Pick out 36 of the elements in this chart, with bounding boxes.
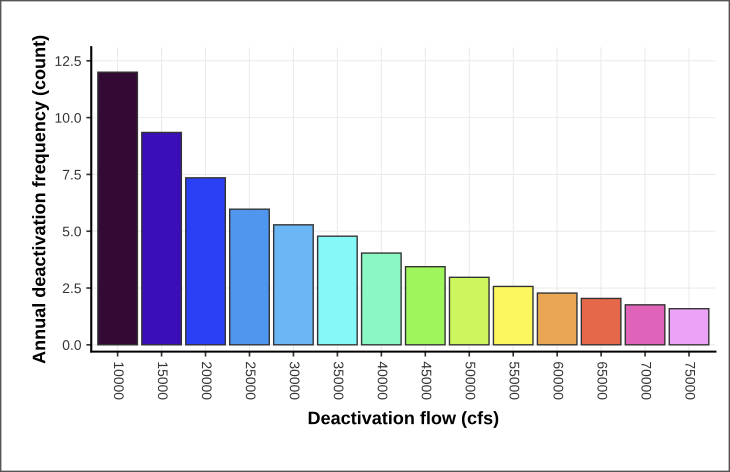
- bar: [448, 276, 490, 346]
- bar: [97, 71, 138, 346]
- x-tick-label: 10000: [114, 362, 124, 400]
- x-tick-label: 35000: [334, 362, 344, 400]
- y-tick-label: 10.0: [56, 112, 81, 123]
- x-tick-label: 75000: [685, 362, 696, 400]
- bar: [141, 132, 182, 346]
- y-axis-title: Annual deactivation frequency (count): [32, 36, 49, 364]
- bar: [668, 308, 710, 346]
- bar: [536, 292, 578, 346]
- bar: [624, 304, 666, 346]
- y-tick-label: 12.5: [56, 56, 81, 66]
- x-tick-label: 25000: [246, 362, 256, 400]
- x-tick-label: 65000: [597, 362, 608, 400]
- y-tick-label: 7.5: [62, 170, 81, 180]
- bar: [404, 266, 446, 346]
- bar: [316, 236, 358, 346]
- x-tick-label: 55000: [509, 362, 520, 400]
- y-tick-label: 2.5: [62, 283, 81, 294]
- x-tick-label: 50000: [466, 362, 476, 400]
- x-tick-label: 20000: [202, 362, 212, 400]
- x-tick-label: 60000: [553, 362, 564, 400]
- x-tick-label: 15000: [158, 362, 168, 400]
- bar: [185, 177, 226, 346]
- x-axis-title: Deactivation flow (cfs): [308, 411, 498, 428]
- bar: [492, 286, 534, 346]
- bar: [229, 208, 270, 346]
- x-tick-label: 70000: [641, 362, 652, 400]
- bar: [580, 298, 622, 346]
- y-tick-label: 0.0: [62, 340, 81, 350]
- x-tick-label: 30000: [290, 362, 300, 400]
- bar: [360, 252, 402, 346]
- y-tick-label: 5.0: [62, 226, 81, 236]
- bar: [272, 224, 314, 346]
- x-tick-label: 40000: [378, 362, 388, 400]
- x-tick-label: 45000: [422, 362, 432, 400]
